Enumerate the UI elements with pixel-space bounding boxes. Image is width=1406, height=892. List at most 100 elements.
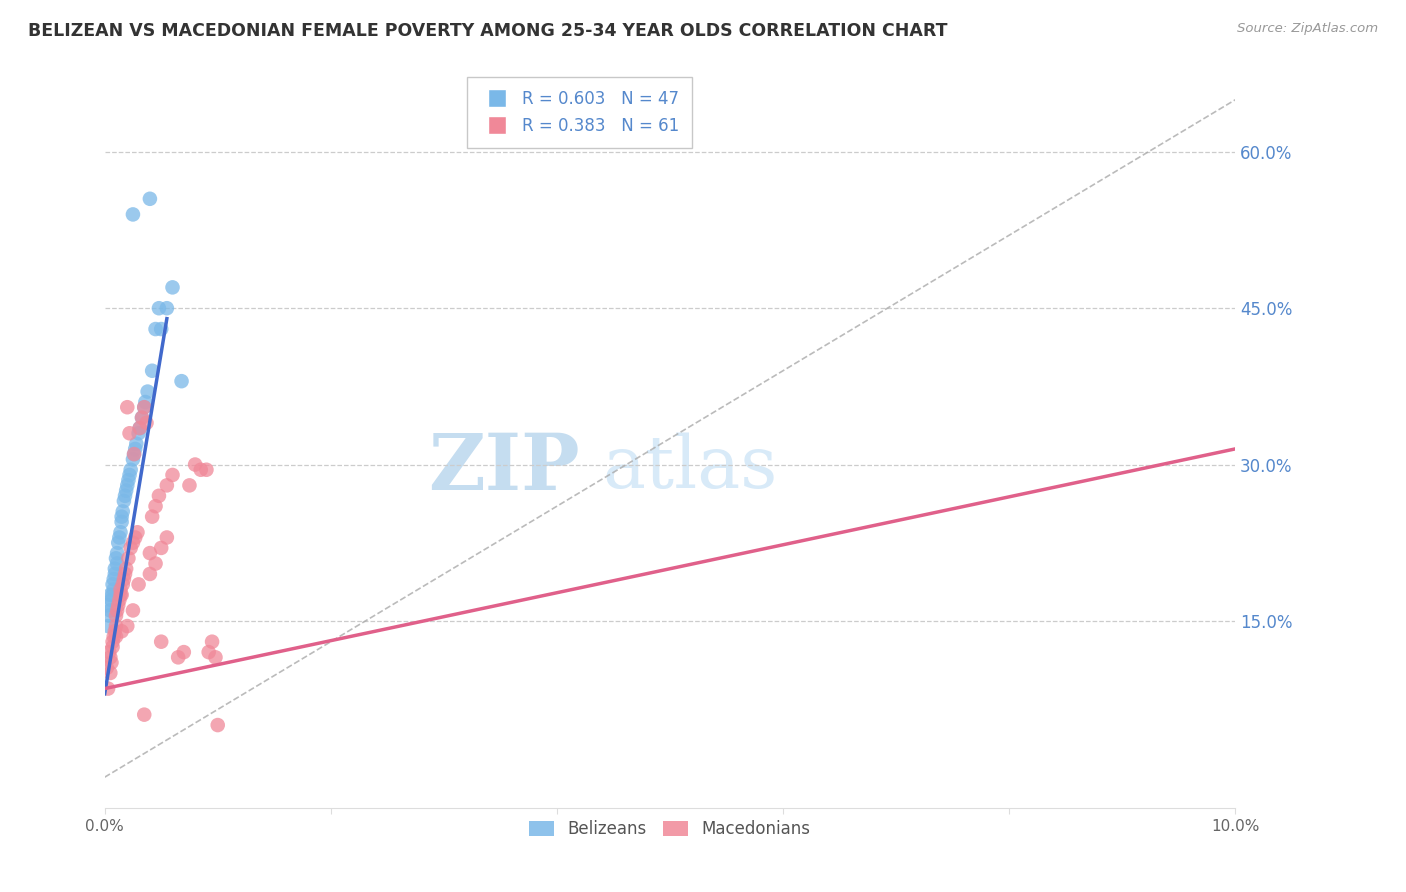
Point	[128, 426, 150, 441]
Point	[111, 577, 134, 591]
Point	[105, 546, 128, 560]
Point	[118, 467, 141, 482]
Point	[141, 509, 163, 524]
Point	[104, 619, 127, 633]
Point	[125, 436, 148, 450]
Point	[108, 593, 131, 607]
Point	[148, 301, 170, 316]
Point	[150, 322, 173, 336]
Point	[127, 525, 149, 540]
Point	[111, 588, 134, 602]
Point	[162, 280, 184, 294]
Point	[134, 401, 156, 415]
Point	[128, 577, 150, 591]
Point	[139, 192, 162, 206]
Point	[136, 384, 159, 399]
Point	[98, 650, 121, 665]
Point	[97, 681, 120, 696]
Point	[114, 566, 136, 581]
Point	[112, 572, 135, 586]
Point	[117, 478, 139, 492]
Point	[112, 494, 135, 508]
Point	[195, 463, 218, 477]
Point	[122, 452, 145, 467]
Point	[108, 531, 131, 545]
Point	[122, 207, 145, 221]
Point	[104, 562, 127, 576]
Point	[96, 661, 118, 675]
Legend: Belizeans, Macedonians: Belizeans, Macedonians	[523, 814, 817, 845]
Point	[122, 447, 145, 461]
Point	[114, 489, 136, 503]
Point	[128, 421, 150, 435]
Point	[117, 619, 139, 633]
Point	[115, 562, 138, 576]
Point	[111, 504, 134, 518]
Point	[97, 619, 120, 633]
Point	[111, 515, 134, 529]
Point	[207, 718, 229, 732]
Point	[100, 656, 122, 670]
Point	[96, 599, 118, 613]
Point	[111, 509, 134, 524]
Point	[111, 624, 134, 639]
Point	[197, 645, 219, 659]
Point	[122, 447, 145, 461]
Point	[120, 541, 142, 555]
Point	[150, 541, 173, 555]
Point	[117, 401, 139, 415]
Point	[156, 301, 179, 316]
Point	[101, 577, 124, 591]
Point	[117, 551, 139, 566]
Point	[204, 650, 226, 665]
Point	[131, 410, 153, 425]
Point	[135, 416, 157, 430]
Point	[139, 566, 162, 581]
Point	[98, 645, 121, 659]
Point	[101, 588, 124, 602]
Point	[162, 467, 184, 482]
Point	[122, 603, 145, 617]
Point	[139, 546, 162, 560]
Point	[110, 588, 132, 602]
Point	[110, 525, 132, 540]
Point	[150, 634, 173, 648]
Point	[105, 557, 128, 571]
Point	[134, 401, 156, 415]
Point	[179, 478, 201, 492]
Point	[103, 572, 125, 586]
Point	[167, 650, 190, 665]
Point	[148, 489, 170, 503]
Point	[104, 624, 127, 639]
Point	[118, 426, 141, 441]
Point	[170, 374, 193, 388]
Point	[110, 582, 132, 597]
Point	[104, 551, 127, 566]
Point	[120, 463, 142, 477]
Point	[100, 593, 122, 607]
Point	[145, 500, 167, 514]
Point	[104, 608, 127, 623]
Point	[156, 531, 179, 545]
Point	[98, 603, 121, 617]
Point	[145, 322, 167, 336]
Point	[201, 634, 224, 648]
Point	[131, 410, 153, 425]
Point	[115, 483, 138, 498]
Text: Source: ZipAtlas.com: Source: ZipAtlas.com	[1237, 22, 1378, 36]
Point	[105, 603, 128, 617]
Point	[104, 630, 127, 644]
Point	[190, 463, 212, 477]
Point	[107, 599, 129, 613]
Point	[103, 582, 125, 597]
Point	[98, 665, 121, 680]
Point	[122, 535, 145, 549]
Text: BELIZEAN VS MACEDONIAN FEMALE POVERTY AMONG 25-34 YEAR OLDS CORRELATION CHART: BELIZEAN VS MACEDONIAN FEMALE POVERTY AM…	[28, 22, 948, 40]
Text: ZIP: ZIP	[427, 430, 579, 506]
Point	[124, 442, 146, 456]
Point	[101, 634, 124, 648]
Point	[104, 566, 127, 581]
Point	[98, 588, 121, 602]
Point	[134, 395, 156, 409]
Point	[145, 557, 167, 571]
